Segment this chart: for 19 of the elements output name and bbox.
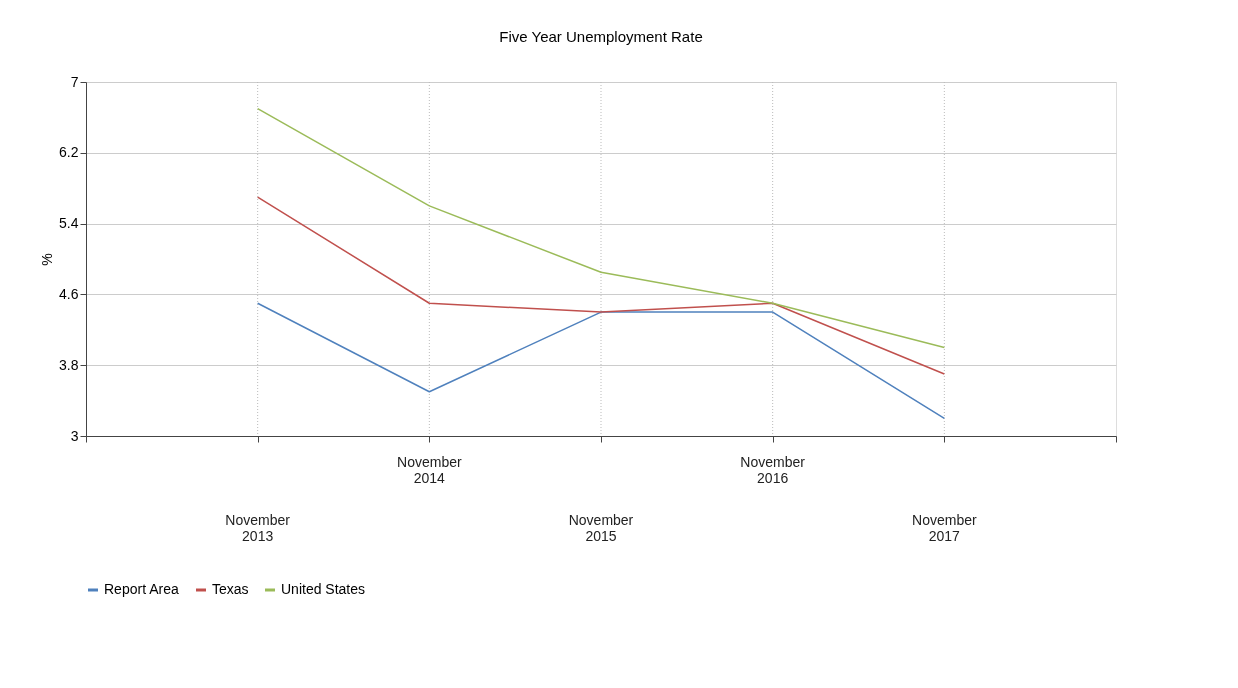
legend-label: Report Area [104, 581, 179, 597]
legend-label: Texas [212, 581, 249, 597]
y-tick-label: 4.6 [59, 285, 79, 302]
y-axis-title: % [39, 253, 56, 266]
y-tick-label: 6.2 [59, 144, 79, 161]
y-tick-label: 3 [70, 427, 79, 444]
legend-label: United States [281, 581, 366, 597]
x-tick-label: November 2016 [740, 454, 806, 486]
chart-title: Five Year Unemployment Rate [499, 28, 703, 45]
y-tick-label: 3.8 [59, 356, 79, 373]
x-tick-label: November 2013 [225, 512, 291, 544]
y-tick-label: 5.4 [59, 215, 79, 232]
line-series [256, 107, 946, 349]
line-series [256, 196, 946, 375]
x-tick-label: November 2014 [397, 454, 462, 486]
line-series [256, 302, 946, 420]
x-tick-label: November 2015 [568, 512, 634, 544]
x-tick-label: November 2017 [912, 512, 977, 544]
y-tick-label: 7 [70, 73, 79, 90]
